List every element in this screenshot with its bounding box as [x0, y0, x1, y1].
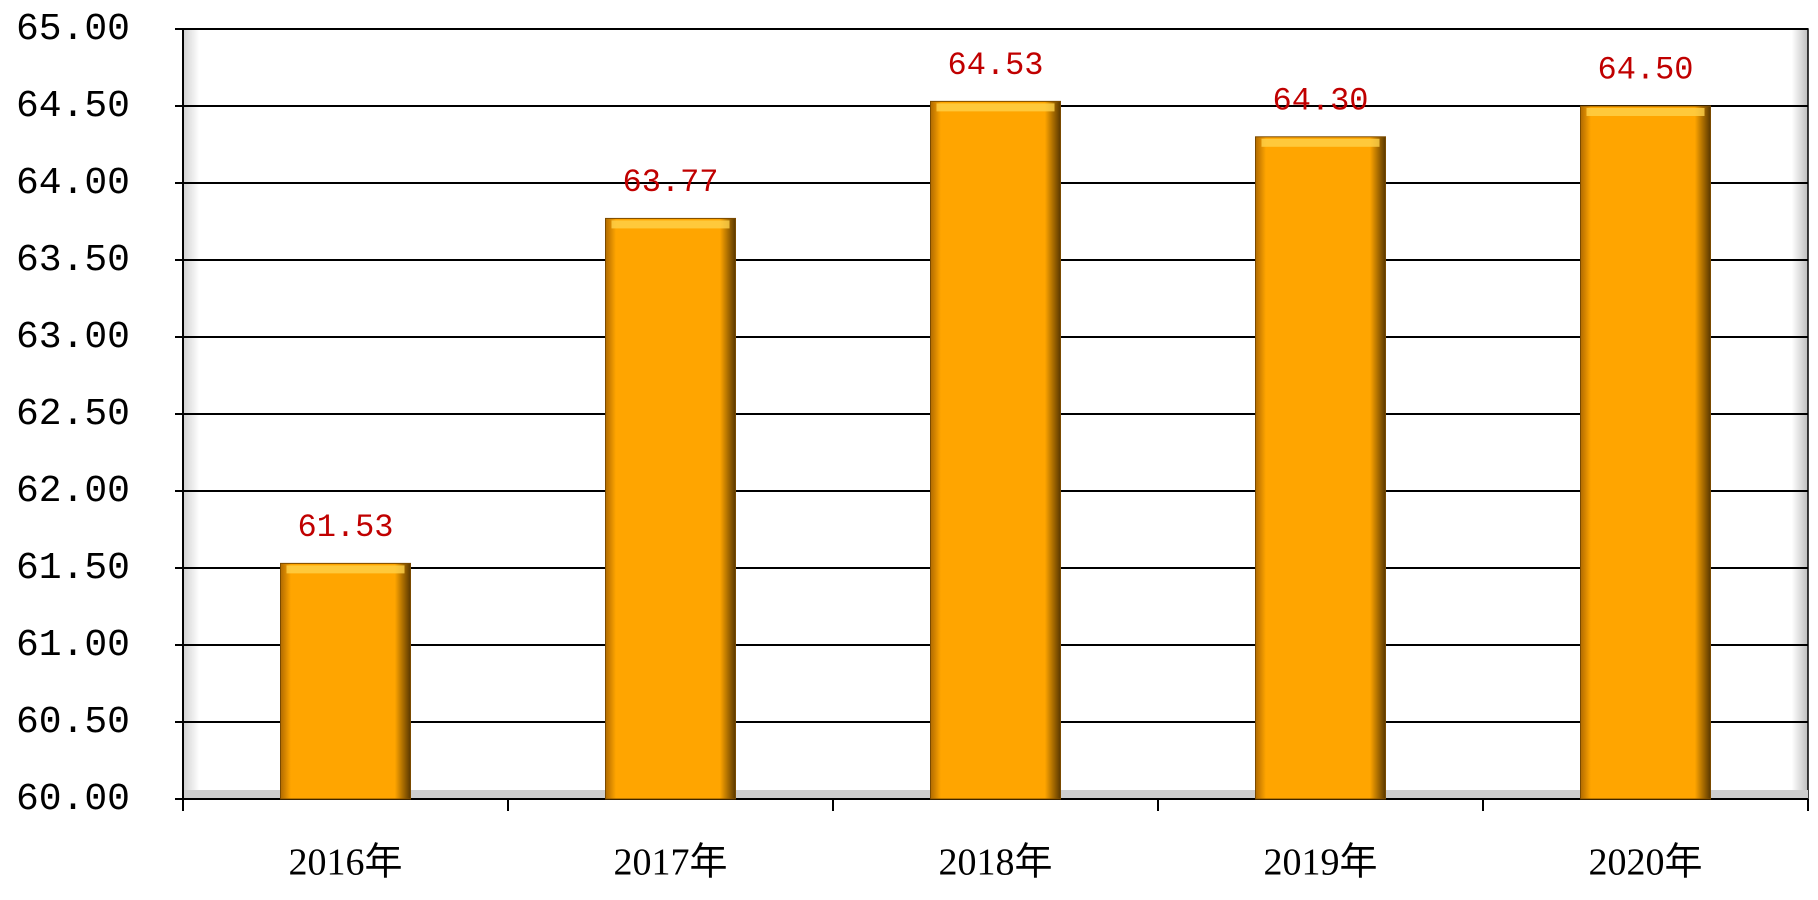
x-tick-label: 2017年	[613, 842, 727, 884]
bar-bevel	[936, 103, 1055, 112]
value-label: 64.50	[1597, 51, 1693, 88]
bar-bevel	[1586, 108, 1705, 116]
y-tick-label: 62.00	[16, 470, 130, 513]
value-label: 61.53	[297, 509, 393, 546]
bar-bevel	[286, 565, 405, 574]
y-tick-label: 64.00	[16, 162, 130, 205]
y-tick-label: 60.50	[16, 701, 130, 744]
value-label: 64.53	[947, 47, 1043, 84]
bar-bevel	[1261, 138, 1380, 147]
y-tick-label: 60.00	[16, 778, 130, 821]
x-tick-label: 2019年	[1263, 842, 1377, 884]
x-tick-label: 2018年	[938, 842, 1052, 884]
y-tick-label: 63.00	[16, 316, 130, 359]
value-label: 64.30	[1272, 82, 1368, 119]
bar-bevel	[611, 220, 730, 229]
y-tick-label: 63.50	[16, 239, 130, 282]
y-tick-label: 64.50	[16, 85, 130, 128]
y-tick-label: 61.00	[16, 624, 130, 667]
bar	[1580, 105, 1711, 800]
y-tick-label: 65.00	[16, 8, 130, 51]
x-tick-label: 2016年	[288, 842, 402, 884]
x-tick-label: 2020年	[1588, 842, 1702, 884]
y-tick-label: 62.50	[16, 393, 130, 436]
value-label: 63.77	[622, 164, 718, 201]
bar	[280, 562, 411, 800]
bar	[605, 217, 736, 800]
bar	[930, 100, 1061, 800]
bar	[1255, 136, 1386, 800]
y-tick-label: 61.50	[16, 547, 130, 590]
